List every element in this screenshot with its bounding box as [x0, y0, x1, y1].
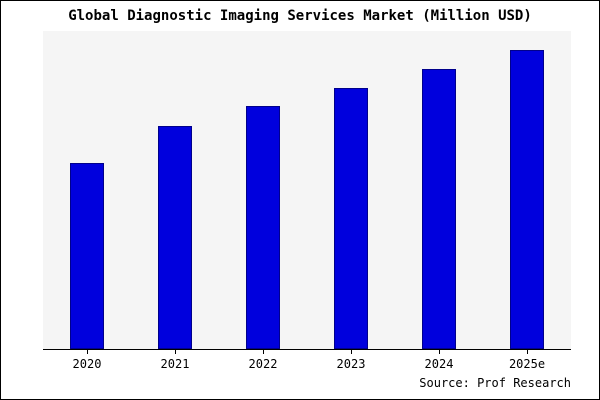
- tick-slot-2020: 2020: [43, 350, 131, 371]
- tick-mark: [526, 350, 528, 354]
- x-tick-label-2022: 2022: [248, 357, 278, 371]
- tick-mark: [86, 350, 88, 354]
- bar-2020: [70, 162, 104, 349]
- x-axis-ticks: 2020 2021 2022 2023 2024 2025e: [43, 350, 571, 371]
- x-tick-label-2024: 2024: [424, 357, 454, 371]
- tick-mark: [438, 350, 440, 354]
- bar-slot-2025e: [483, 31, 571, 349]
- bar-slot-2020: [43, 31, 131, 349]
- tick-slot-2024: 2024: [395, 350, 483, 371]
- bar-2025e: [510, 50, 544, 349]
- tick-slot-2023: 2023: [307, 350, 395, 371]
- tick-slot-2025e: 2025e: [483, 350, 571, 371]
- bar-slot-2023: [307, 31, 395, 349]
- tick-slot-2022: 2022: [219, 350, 307, 371]
- x-tick-label-2023: 2023: [336, 357, 366, 371]
- tick-mark: [350, 350, 352, 354]
- bars-row: [43, 31, 571, 349]
- plot-area: [43, 31, 571, 350]
- x-tick-label-2020: 2020: [72, 357, 102, 371]
- tick-slot-2021: 2021: [131, 350, 219, 371]
- bar-slot-2022: [219, 31, 307, 349]
- source-note: Source: Prof Research: [419, 376, 571, 390]
- tick-mark: [262, 350, 264, 354]
- bar-2021: [158, 126, 192, 349]
- bar-2023: [334, 88, 368, 349]
- chart-title: Global Diagnostic Imaging Services Marke…: [68, 8, 532, 24]
- bar-slot-2024: [395, 31, 483, 349]
- x-tick-label-2025e: 2025e: [508, 357, 546, 371]
- x-tick-label-2021: 2021: [160, 357, 190, 371]
- bar-slot-2021: [131, 31, 219, 349]
- tick-mark: [174, 350, 176, 354]
- bar-2022: [246, 105, 280, 349]
- bar-2024: [422, 69, 456, 349]
